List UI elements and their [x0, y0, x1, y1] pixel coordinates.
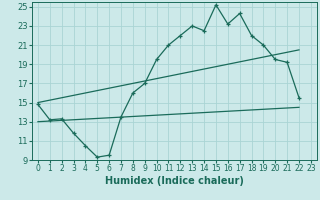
X-axis label: Humidex (Indice chaleur): Humidex (Indice chaleur) — [105, 176, 244, 186]
